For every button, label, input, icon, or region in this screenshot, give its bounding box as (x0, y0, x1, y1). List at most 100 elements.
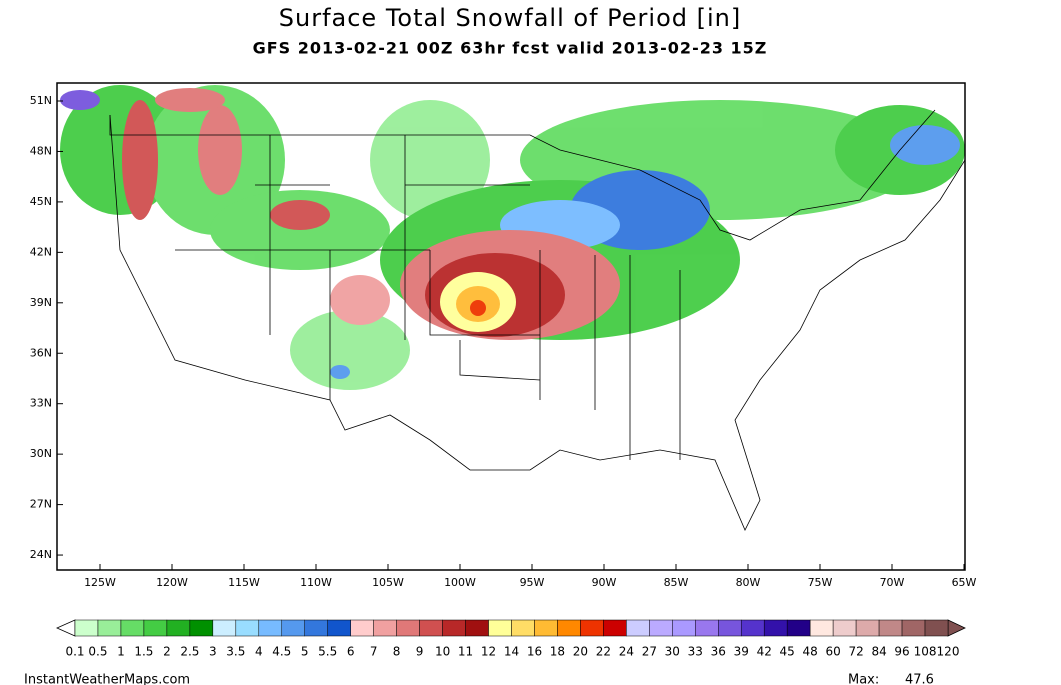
colorbar-box (465, 619, 489, 637)
colorbar-box (786, 619, 811, 637)
colorbar-label: 16 (527, 645, 542, 659)
colorbar-label: 3.5 (226, 645, 245, 659)
colorbar-box (580, 619, 604, 637)
lon-label: 120W (156, 576, 188, 589)
colorbar-box (396, 619, 420, 637)
colorbar-label: 12 (481, 645, 496, 659)
colorbar-label: 22 (596, 645, 611, 659)
colorbar-label: 0.1 (65, 645, 84, 659)
snowfall-field (60, 85, 965, 390)
colorbar-box (419, 619, 443, 637)
colorbar-box (626, 619, 650, 637)
colorbar-box (97, 619, 122, 637)
colorbar-box (855, 619, 880, 637)
colorbar-label: 48 (803, 645, 818, 659)
colorbar-below (56, 619, 76, 637)
lon-label: 95W (520, 576, 545, 589)
colorbar-label: 120 (937, 645, 960, 659)
colorbar-label: 84 (871, 645, 886, 659)
colorbar-box (212, 619, 237, 637)
colorbar-box (511, 619, 535, 637)
colorbar-label: 18 (550, 645, 565, 659)
colorbar-box (649, 619, 673, 637)
colorbar-label: 108 (914, 645, 937, 659)
colorbar-box (809, 619, 834, 637)
subtitle: GFS 2013-02-21 00Z 63hr fcst valid 2013-… (253, 39, 768, 58)
colorbar-box (740, 619, 765, 637)
colorbar-box (235, 619, 260, 637)
colorbar-box (350, 619, 374, 637)
colorbar-label: 60 (825, 645, 840, 659)
colorbar-above (947, 619, 966, 637)
colorbar-label: 45 (780, 645, 795, 659)
colorbar-label: 10 (435, 645, 450, 659)
colorbar-box (603, 619, 627, 637)
lat-label: 48N (30, 144, 52, 157)
colorbar-label: 0.5 (88, 645, 107, 659)
colorbar-box (74, 619, 99, 637)
colorbar-box (120, 619, 145, 637)
lon-label: 115W (228, 576, 260, 589)
lon-label: 100W (444, 576, 476, 589)
colorbar-label: 6 (347, 645, 355, 659)
colorbar-box (327, 619, 351, 637)
colorbar-box (166, 619, 191, 637)
colorbar-label: 5.5 (318, 645, 337, 659)
colorbar-label: 3 (209, 645, 217, 659)
lon-label: 110W (300, 576, 332, 589)
colorbar-label: 8 (393, 645, 401, 659)
colorbar-box (442, 619, 466, 637)
colorbar-label: 11 (458, 645, 473, 659)
colorbar-box (832, 619, 857, 637)
colorbar-label: 36 (711, 645, 726, 659)
lon-label: 85W (664, 576, 689, 589)
colorbar-label: 42 (757, 645, 772, 659)
map-frame (56, 82, 966, 571)
lon-label: 75W (808, 576, 833, 589)
colorbar-label: 14 (504, 645, 519, 659)
lon-label: 80W (736, 576, 761, 589)
colorbar-label: 33 (688, 645, 703, 659)
colorbar-label: 4 (255, 645, 263, 659)
colorbar-label: 2 (163, 645, 171, 659)
title: Surface Total Snowfall of Period [in] (279, 4, 741, 32)
colorbar-box (281, 619, 305, 637)
max-label: Max: (848, 673, 879, 685)
lat-label: 45N (30, 195, 52, 208)
lat-label: 27N (30, 498, 52, 511)
colorbar-label: 4.5 (272, 645, 291, 659)
colorbar-label: 27 (642, 645, 657, 659)
max-value: 47.6 (905, 673, 934, 685)
colorbar-box (189, 619, 214, 637)
colorbar-label: 24 (619, 645, 634, 659)
colorbar-label: 5 (301, 645, 309, 659)
colorbar-box (718, 619, 742, 637)
colorbar-label: 72 (848, 645, 863, 659)
lat-label: 51N (30, 94, 52, 107)
colorbar-box (534, 619, 558, 637)
colorbar-box (258, 619, 283, 637)
colorbar-box (924, 619, 949, 637)
lat-label: 30N (30, 447, 52, 460)
lat-label: 39N (30, 296, 52, 309)
lat-label: 24N (30, 548, 52, 561)
colorbar-label: 1 (117, 645, 125, 659)
lon-label: 125W (84, 576, 116, 589)
colorbar-box (672, 619, 696, 637)
colorbar-box (695, 619, 719, 637)
colorbar-label: 1.5 (134, 645, 153, 659)
colorbar-box (878, 619, 903, 637)
map-area (56, 82, 966, 571)
colorbar-label: 30 (665, 645, 680, 659)
lat-label: 33N (30, 397, 52, 410)
colorbar-label: 9 (416, 645, 424, 659)
colorbar-box (488, 619, 512, 637)
colorbar-label: 96 (894, 645, 909, 659)
lat-label: 36N (30, 346, 52, 359)
boundaries (109, 109, 966, 531)
colorbar-box (143, 619, 168, 637)
colorbar-box (763, 619, 788, 637)
colorbar-box (373, 619, 397, 637)
